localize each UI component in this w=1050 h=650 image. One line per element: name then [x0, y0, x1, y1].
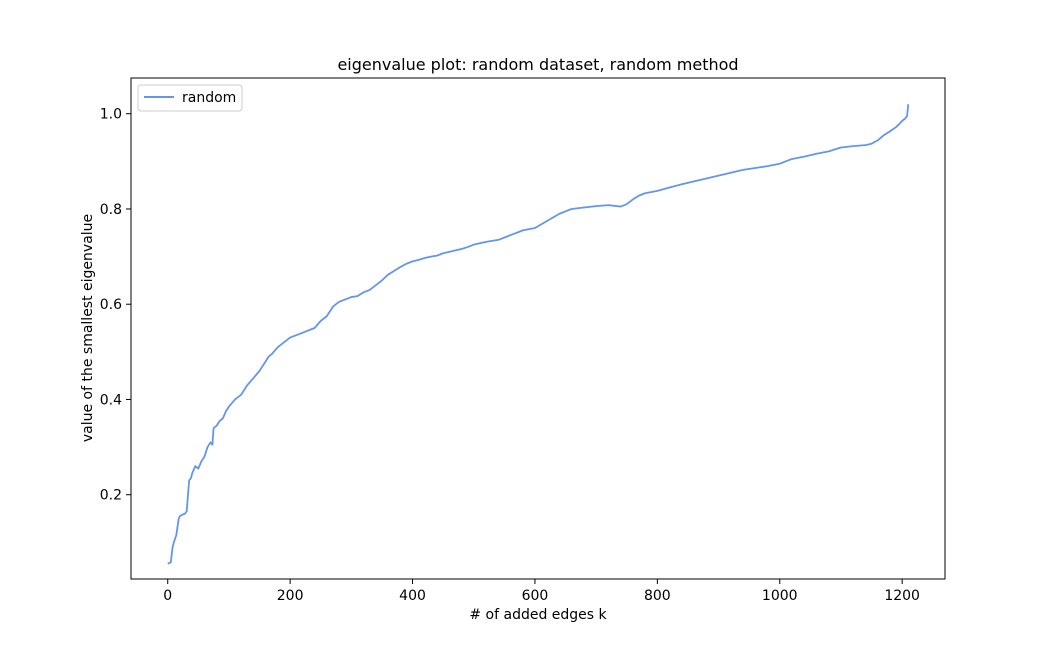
y-tick-label: 0.8: [100, 202, 122, 218]
y-tick-label: 0.6: [100, 297, 122, 313]
x-tick-label: 1200: [884, 588, 920, 604]
x-tick-label: 0: [163, 588, 172, 604]
y-tick-label: 1.0: [100, 107, 122, 123]
y-tick-label: 0.2: [100, 488, 122, 504]
x-tick-label: 1000: [762, 588, 798, 604]
axes-frame: [130, 77, 946, 580]
series-line-random: [167, 104, 910, 565]
x-tick-label: 800: [644, 588, 671, 604]
y-axis: 0.2 0.4 0.6 0.8 1.0: [100, 107, 131, 504]
x-tick-label: 400: [399, 588, 426, 604]
y-axis-label: value of the smallest eigenvalue: [80, 214, 96, 442]
legend: random: [137, 84, 243, 112]
chart-title: eigenvalue plot: random dataset, random …: [337, 55, 738, 74]
y-tick-label: 0.4: [100, 392, 122, 408]
x-tick-label: 600: [522, 588, 549, 604]
plot-area: [167, 104, 910, 565]
legend-box: [137, 84, 243, 112]
x-tick-label: 200: [277, 588, 304, 604]
legend-label-random: random: [182, 90, 236, 106]
x-axis: 0 200 400 600 800 1000 1200: [163, 579, 920, 604]
x-axis-label: # of added edges k: [469, 607, 607, 623]
